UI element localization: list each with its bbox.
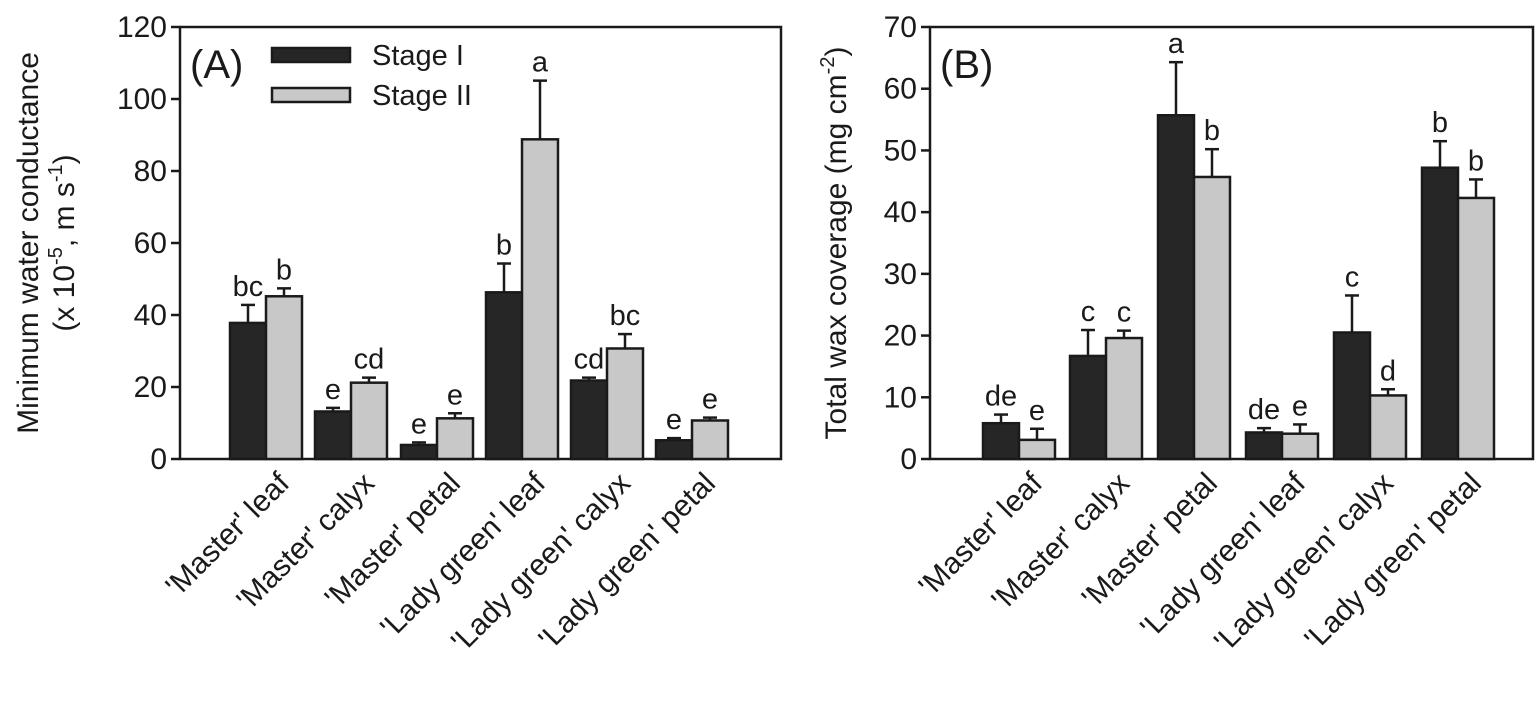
significance-letter: b bbox=[1432, 107, 1448, 139]
bar-stage-2 bbox=[349, 381, 389, 461]
significance-letter: c bbox=[1345, 261, 1360, 293]
bar-stage-1 bbox=[981, 421, 1021, 461]
bar-stage-2 bbox=[605, 347, 645, 461]
significance-letter: a bbox=[1168, 28, 1185, 60]
y-tick-label: 60 bbox=[134, 227, 167, 260]
significance-letter: b bbox=[496, 230, 512, 262]
bar-stage-1 bbox=[399, 443, 439, 461]
y-tick-label: 80 bbox=[134, 155, 167, 188]
bar-stage-1 bbox=[569, 379, 609, 461]
significance-letter: e bbox=[666, 404, 682, 436]
significance-letter: e bbox=[325, 374, 341, 406]
significance-letter: cd bbox=[574, 344, 605, 376]
y-axis-unit-part: , m s bbox=[48, 182, 81, 247]
significance-letter: bc bbox=[233, 271, 264, 303]
bar-stage-1 bbox=[484, 291, 524, 461]
bar-stage-2 bbox=[1104, 336, 1144, 461]
significance-letter: d bbox=[1380, 355, 1396, 387]
significance-letter: b bbox=[1204, 115, 1220, 147]
y-axis-unit: (x 10-5, m s-1) bbox=[45, 154, 81, 331]
y-tick-label: 0 bbox=[900, 443, 917, 476]
y-axis-unit-superscript: -5 bbox=[45, 247, 67, 265]
bar-stage-1 bbox=[654, 439, 694, 461]
legend: Stage I Stage II bbox=[270, 40, 472, 112]
y-axis-unit-superscript: -1 bbox=[45, 164, 67, 182]
y-axis-title-part: Total wax coverage (mg cm bbox=[820, 74, 853, 439]
legend-label: Stage II bbox=[372, 80, 472, 112]
bar-stage-2 bbox=[1368, 394, 1408, 461]
y-tick-label: 50 bbox=[884, 134, 917, 167]
significance-letter: e bbox=[447, 379, 463, 411]
bar-stage-1 bbox=[1420, 166, 1460, 461]
bar-stage-1 bbox=[1156, 114, 1196, 461]
bar-stage-2 bbox=[264, 295, 304, 461]
significance-letter: e bbox=[411, 408, 427, 440]
y-tick-label: 20 bbox=[134, 371, 167, 404]
significance-letter: b bbox=[1468, 145, 1484, 177]
x-category-label: 'Lady green' leaf bbox=[1134, 466, 1312, 644]
bar-stage-2 bbox=[1017, 438, 1057, 461]
y-axis-title: Minimum water conductance bbox=[12, 52, 45, 434]
y-axis-title-part: ) bbox=[820, 47, 853, 57]
significance-letter: e bbox=[1029, 395, 1045, 427]
y-tick-label: 10 bbox=[884, 381, 917, 414]
bar-stage-1 bbox=[228, 321, 268, 461]
panel-label: (B) bbox=[940, 43, 993, 87]
bar-stage-2 bbox=[1280, 432, 1320, 461]
y-axis-title: Total wax coverage (mg cm-2) bbox=[817, 47, 853, 440]
y-tick-label: 0 bbox=[150, 443, 167, 476]
significance-letter: a bbox=[532, 47, 549, 79]
significance-letter: cd bbox=[354, 344, 385, 376]
bar-stage-2 bbox=[435, 417, 475, 461]
bar-stage-1 bbox=[313, 410, 353, 461]
significance-letter: de bbox=[1248, 394, 1280, 426]
y-tick-label: 100 bbox=[117, 83, 167, 116]
y-tick-label: 20 bbox=[884, 320, 917, 353]
bar-stage-2 bbox=[690, 419, 730, 461]
y-tick-label: 40 bbox=[884, 196, 917, 229]
y-tick-label: 70 bbox=[884, 11, 917, 44]
panel-label: (A) bbox=[190, 43, 243, 87]
legend-swatch-stage-2 bbox=[270, 86, 352, 104]
y-axis-title-superscript: -2 bbox=[817, 57, 839, 75]
y-axis-unit-part: (x 10 bbox=[48, 265, 81, 332]
bar-stage-2 bbox=[1456, 196, 1496, 461]
y-tick-label: 30 bbox=[884, 258, 917, 291]
legend-label: Stage I bbox=[372, 40, 464, 72]
significance-letter: c bbox=[1117, 297, 1132, 329]
legend-swatch-stage-1 bbox=[270, 46, 352, 64]
y-tick-label: 120 bbox=[117, 11, 167, 44]
bar-stage-1 bbox=[1068, 354, 1108, 461]
y-axis-unit-part: ) bbox=[48, 154, 81, 164]
bar-stage-2 bbox=[1192, 175, 1232, 461]
significance-letter: c bbox=[1081, 296, 1096, 328]
y-tick-label: 60 bbox=[884, 73, 917, 106]
significance-letter: bc bbox=[610, 300, 641, 332]
significance-letter: e bbox=[702, 384, 718, 416]
plot-frame bbox=[928, 25, 1535, 461]
significance-letter: e bbox=[1292, 390, 1308, 422]
y-tick-label: 40 bbox=[134, 299, 167, 332]
panel-a-chart: 020406080100120bceebcdebcdeabce'Master' … bbox=[12, 11, 783, 658]
bar-stage-1 bbox=[1244, 431, 1284, 461]
significance-letter: b bbox=[276, 254, 292, 286]
bar-stage-1 bbox=[1332, 331, 1372, 461]
significance-letter: de bbox=[985, 381, 1017, 413]
bar-stage-2 bbox=[520, 138, 560, 461]
